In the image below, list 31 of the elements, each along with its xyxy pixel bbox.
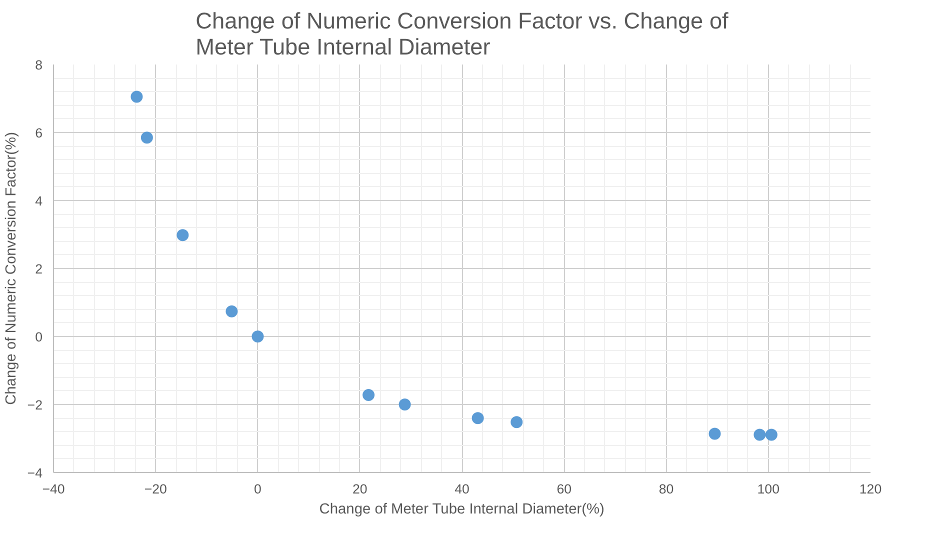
y-tick-label: 0 <box>35 330 43 344</box>
point <box>510 416 523 428</box>
point <box>472 412 484 424</box>
point <box>754 428 766 441</box>
point <box>176 229 189 242</box>
y-axis-title: Change of Numeric Conversion Factor(%) <box>3 132 20 405</box>
y-tick-label: −4 <box>27 466 44 480</box>
point <box>130 90 143 103</box>
x-tick-label: 40 <box>454 482 470 496</box>
x-tick-label: 80 <box>658 482 674 496</box>
chart-title: Change of Numeric Conversion Factor vs. Change of Meter Tube Internal Diameter <box>196 8 730 60</box>
x-tick-label: −40 <box>42 482 65 496</box>
y-tick-label: 8 <box>35 58 43 72</box>
y-tick-label: 2 <box>35 262 43 276</box>
x-tick-label: −20 <box>144 482 167 496</box>
y-tick-label: −2 <box>27 398 43 412</box>
point <box>708 428 721 440</box>
y-tick-label: 4 <box>35 194 44 208</box>
x-tick-label: 20 <box>352 482 368 496</box>
x-axis-title: Change of Meter Tube Internal Diameter(%) <box>319 502 604 518</box>
x-tick-label: 60 <box>556 482 572 496</box>
x-tick-label: 120 <box>859 482 882 496</box>
y-tick-label: 6 <box>35 126 43 140</box>
point <box>140 132 153 144</box>
x-tick-label: 0 <box>254 482 262 496</box>
point <box>398 398 411 410</box>
x-tick-label: 100 <box>757 482 780 496</box>
point <box>362 388 375 401</box>
point <box>252 330 264 342</box>
point <box>226 305 238 318</box>
point <box>765 428 778 441</box>
